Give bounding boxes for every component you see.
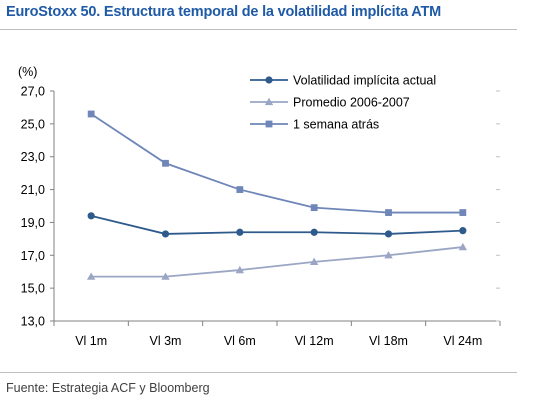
y-unit-label: (%): [18, 65, 37, 79]
data-point: [385, 209, 392, 216]
data-point: [87, 110, 95, 118]
y-tick-label: 27,0: [21, 85, 45, 99]
chart-axes: (%) 13,0 15,0 17,0 19,0 21,0 23,0 25,0 27,0 Vl 1m…: [18, 65, 501, 348]
data-point: [384, 230, 393, 238]
legend-item: Promedio 2006-2007: [250, 96, 410, 110]
series-2: [87, 110, 467, 216]
chart-title: EuroStoxx 50. Estructura temporal de la …: [6, 4, 441, 20]
data-point: [384, 251, 393, 259]
legend-label: Promedio 2006-2007: [293, 96, 410, 110]
data-point: [309, 257, 319, 266]
y-tick-label: 21,0: [21, 183, 45, 197]
series-1: [86, 242, 468, 280]
legend-swatch-marker: [265, 76, 273, 84]
chart-series: [86, 110, 468, 280]
data-point: [162, 159, 169, 167]
data-point: [161, 272, 170, 280]
chart-legend: Volatilidad implícita actual Promedio 200…: [250, 74, 436, 132]
x-tick-label: Vl 12m: [295, 334, 334, 348]
x-tick-label: Vl 18m: [369, 334, 408, 348]
data-point: [310, 228, 318, 236]
x-tick-label: Vl 1m: [75, 334, 107, 348]
x-tick-label: Vl 24m: [443, 334, 482, 348]
legend-item: 1 semana atrás: [250, 118, 379, 132]
y-tick-label: 17,0: [21, 249, 45, 263]
y-tick-label: 13,0: [21, 315, 45, 329]
y-tick-label: 19,0: [21, 216, 45, 230]
x-tick-label: Vl 3m: [150, 334, 182, 348]
x-tick-label: Vl 6m: [224, 334, 256, 348]
data-point: [458, 242, 468, 251]
source-note: Fuente: Estrategia ACF y Bloomberg: [6, 381, 210, 395]
top-divider: [0, 29, 517, 30]
legend-swatch-marker: [264, 97, 274, 106]
data-point: [310, 204, 318, 212]
data-point: [161, 230, 170, 238]
data-point: [87, 212, 95, 220]
legend-item: Volatilidad implícita actual: [250, 74, 436, 88]
y-tick-label: 23,0: [21, 150, 45, 164]
y-tick-label: 25,0: [21, 117, 45, 131]
data-point: [236, 228, 244, 236]
legend-label: 1 semana atrás: [293, 118, 379, 132]
legend-label: Volatilidad implícita actual: [293, 74, 436, 88]
bottom-divider: [0, 372, 517, 373]
series-line: [91, 246, 463, 278]
series-line: [90, 113, 463, 214]
y-tick-label: 15,0: [21, 282, 45, 296]
legend-swatch-marker: [265, 120, 273, 128]
series-line: [90, 214, 463, 235]
data-point: [235, 265, 245, 274]
series-0: [87, 212, 467, 238]
data-point: [86, 272, 96, 280]
data-point: [236, 186, 244, 193]
data-point: [459, 227, 467, 235]
data-point: [459, 209, 467, 216]
